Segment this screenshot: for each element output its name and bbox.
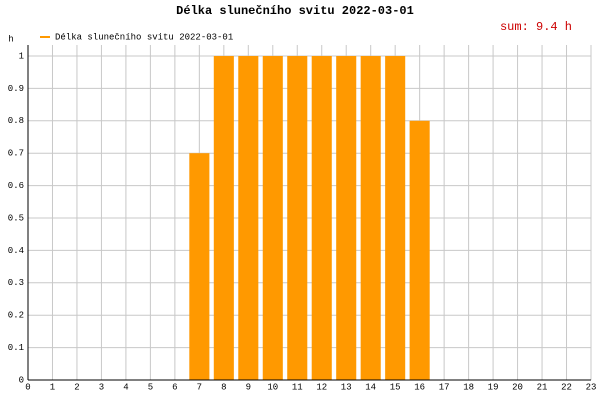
bar — [409, 120, 430, 381]
x-tick-label: 8 — [221, 382, 226, 392]
x-tick-label: 13 — [341, 382, 352, 392]
bar — [213, 56, 234, 380]
bar — [189, 153, 210, 380]
x-tick-label: 2 — [74, 382, 79, 392]
x-tick-label: 0 — [25, 382, 30, 392]
y-axis-label: h — [8, 34, 13, 44]
x-tick-label: 19 — [488, 382, 499, 392]
bar — [311, 56, 332, 380]
x-tick-label: 17 — [439, 382, 450, 392]
x-tick-label: 21 — [537, 382, 548, 392]
y-tick-label: 0.9 — [8, 84, 24, 94]
x-tick-label: 6 — [172, 382, 177, 392]
x-tick-label: 10 — [267, 382, 278, 392]
bar — [262, 56, 283, 380]
legend-label: Délka slunečního svitu 2022-03-01 — [55, 32, 233, 42]
x-tick-label: 12 — [316, 382, 327, 392]
x-tick-label: 18 — [463, 382, 474, 392]
bar — [360, 56, 381, 380]
x-tick-label: 9 — [246, 382, 251, 392]
bar — [336, 56, 357, 380]
x-tick-label: 15 — [390, 382, 401, 392]
y-tick-label: 0.1 — [8, 343, 24, 353]
y-tick-label: 0 — [19, 375, 24, 385]
x-tick-label: 23 — [586, 382, 597, 392]
x-tick-label: 5 — [148, 382, 153, 392]
y-tick-label: 0.3 — [8, 278, 24, 288]
y-tick-label: 0.7 — [8, 149, 24, 159]
bar — [238, 56, 259, 380]
x-tick-label: 1 — [50, 382, 55, 392]
y-tick-label: 0.4 — [8, 246, 24, 256]
x-tick-label: 3 — [99, 382, 104, 392]
x-tick-label: 7 — [197, 382, 202, 392]
y-tick-label: 0.8 — [8, 116, 24, 126]
x-tick-label: 20 — [512, 382, 523, 392]
x-tick-label: 14 — [365, 382, 376, 392]
x-tick-label: 4 — [123, 382, 128, 392]
y-tick-label: 0.2 — [8, 311, 24, 321]
annotation: sum: 9.4 h — [500, 20, 572, 34]
x-tick-label: 22 — [561, 382, 572, 392]
y-tick-label: 1 — [19, 51, 24, 61]
y-tick-label: 0.5 — [8, 213, 24, 223]
x-tick-label: 11 — [292, 382, 303, 392]
y-tick-label: 0.6 — [8, 181, 24, 191]
chart-title: Délka slunečního svitu 2022-03-01 — [176, 4, 414, 18]
bar — [385, 56, 406, 380]
x-tick-label: 16 — [414, 382, 425, 392]
bar — [287, 56, 308, 380]
